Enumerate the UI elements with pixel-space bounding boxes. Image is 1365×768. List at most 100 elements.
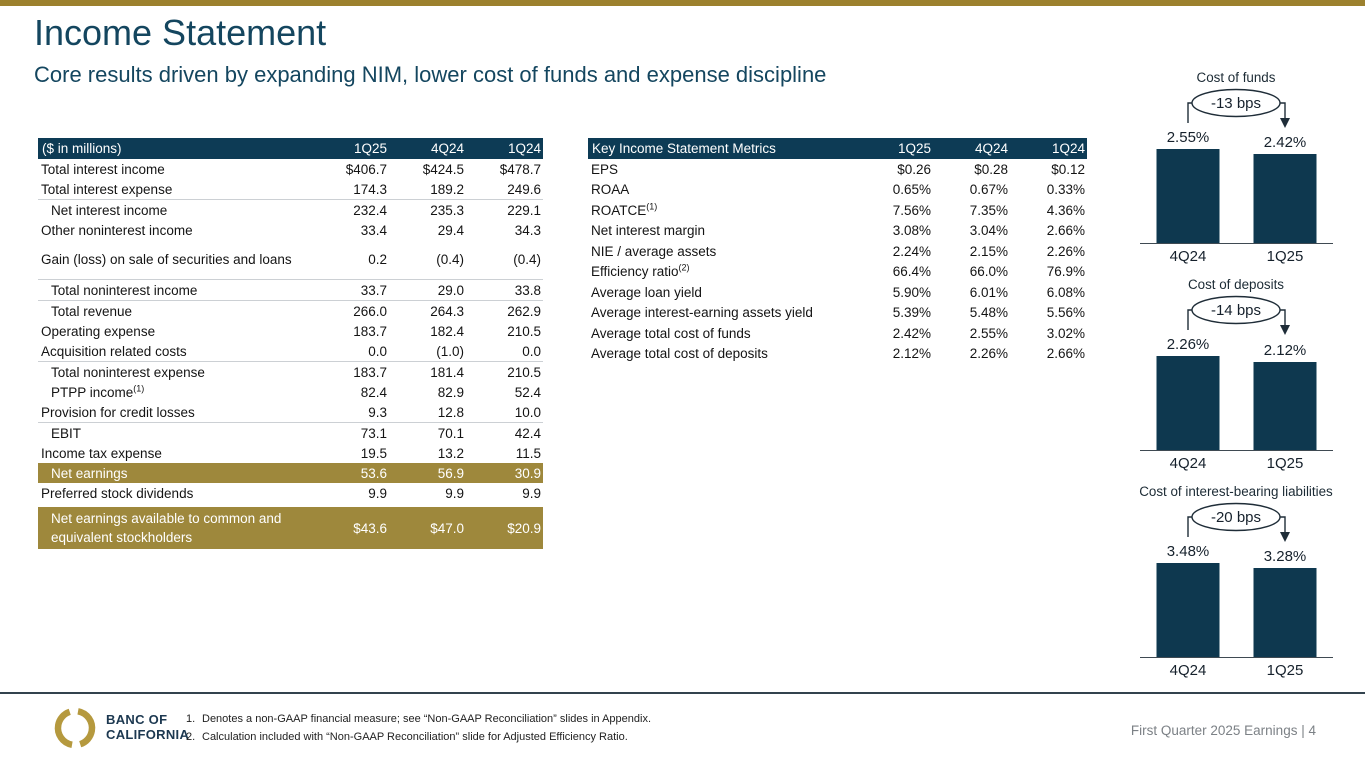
logo-line2: CALIFORNIA [106, 727, 190, 742]
footnote-text: Calculation included with “Non-GAAP Reco… [202, 731, 628, 743]
table-row: Net earnings available to common and equ… [38, 507, 543, 549]
category-label: 1Q25 [1267, 662, 1304, 679]
row-value: 0.0 [522, 343, 541, 359]
page-title: Income Statement [34, 12, 327, 53]
table-row: Total interest expense 174.3 189.2 249.6 [38, 179, 543, 199]
category-label: 4Q24 [1170, 248, 1207, 265]
row-value: 2.66% [1046, 346, 1085, 362]
banc-of-california-logo-icon [52, 702, 100, 759]
row-value: 34.3 [514, 222, 541, 238]
income-table-col-1q24: 1Q24 [507, 141, 541, 156]
row-value: 10.0 [514, 404, 541, 420]
row-label: Average total cost of funds [591, 325, 751, 341]
row-value: 7.35% [969, 202, 1008, 218]
row-value: 29.0 [437, 282, 464, 298]
bar-4Q24 [1156, 356, 1220, 450]
row-value: 2.15% [969, 243, 1008, 259]
row-label: EPS [591, 161, 619, 177]
row-value: 6.01% [969, 284, 1008, 300]
row-value: 183.7 [353, 323, 387, 339]
table-row: Operating expense 183.7 182.4 210.5 [38, 321, 543, 341]
row-value: 5.90% [892, 284, 931, 300]
table-row: Average total cost of deposits 2.12% 2.26%… [588, 344, 1087, 365]
row-label: ROATCE(1) [591, 201, 658, 218]
table-row: Total noninterest income 33.7 29.0 33.8 [38, 279, 543, 300]
logo-line1: BANC OF [106, 712, 168, 727]
row-label: Provision for credit losses [41, 404, 195, 420]
row-value: $47.0 [430, 520, 464, 536]
row-value: 11.5 [515, 445, 541, 461]
metrics-table-header: Key Income Statement Metrics 1Q25 4Q24 1… [588, 138, 1087, 159]
row-value: 66.4% [892, 264, 931, 280]
table-row: PTPP income(1) 82.4 82.9 52.4 [38, 382, 543, 402]
footer-divider [0, 692, 1365, 694]
row-value: 264.3 [430, 303, 464, 319]
row-value: 181.4 [430, 364, 464, 380]
row-value: 189.2 [430, 181, 464, 197]
row-label: Income tax expense [41, 445, 162, 461]
row-label: Total revenue [51, 303, 133, 319]
metrics-table-col-4q24: 4Q24 [974, 141, 1008, 156]
table-row: EPS $0.26 $0.28 $0.12 [588, 159, 1087, 180]
chart-title: Cost of interest-bearing liabilities [1139, 484, 1333, 499]
row-label: Total interest expense [41, 181, 173, 197]
table-row: Income tax expense 19.5 13.2 11.5 [38, 443, 543, 463]
row-value: 33.4 [360, 222, 387, 238]
row-value: 56.9 [437, 465, 464, 481]
footnote-marker: (2) [678, 262, 690, 273]
annotation-label: -20 bps [1211, 509, 1261, 526]
row-value: 9.9 [445, 485, 464, 501]
bar-1Q25 [1253, 362, 1317, 450]
row-value: 0.2 [368, 252, 387, 267]
bar-chart-cost-of-funds: Cost of funds -13 bps 2.55% 4Q24 2.42% 1Q25 [1120, 65, 1352, 272]
annotation-oval [1191, 88, 1281, 118]
page-info: First Quarter 2025 Earnings | 4 [1131, 723, 1316, 738]
deck-title: First Quarter 2025 Earnings | [1130, 723, 1305, 738]
row-value: 0.0 [368, 343, 387, 359]
row-value: 33.8 [514, 282, 541, 298]
bar-1Q25 [1253, 568, 1317, 657]
bar-value-label: 2.12% [1264, 342, 1307, 359]
category-label: 4Q24 [1170, 662, 1207, 679]
annotation-oval [1191, 295, 1281, 325]
row-value: 0.65% [892, 182, 931, 198]
table-row: Acquisition related costs 0.0 (1.0) 0.0 [38, 341, 543, 361]
row-value: (0.4) [436, 252, 464, 267]
row-label: Total noninterest income [51, 282, 198, 298]
row-value: 229.1 [507, 202, 541, 218]
row-value: 70.1 [437, 425, 464, 441]
row-value: 5.39% [892, 305, 931, 321]
arrow-down-icon [1280, 118, 1290, 128]
table-row: Provision for credit losses 9.3 12.8 10.0 [38, 402, 543, 422]
row-value: 2.42% [892, 325, 931, 341]
table-row: Total revenue 266.0 264.3 262.9 [38, 300, 543, 321]
row-value: 4.36% [1046, 202, 1085, 218]
bar-value-label: 2.26% [1167, 336, 1210, 353]
row-value: 0.67% [969, 182, 1008, 198]
table-row: Other noninterest income 33.4 29.4 34.3 [38, 220, 543, 240]
row-value: 174.3 [353, 181, 387, 197]
footnote-marker: (1) [646, 201, 658, 212]
table-row: Total interest income $406.7 $424.5 $478.7 [38, 159, 543, 179]
row-value: $0.12 [1051, 161, 1085, 177]
row-value: 3.08% [892, 223, 931, 239]
page-number: 4 [1308, 723, 1316, 738]
row-value: 249.6 [507, 181, 541, 197]
row-value: $0.26 [897, 161, 931, 177]
income-statement-table: ($ in millions) 1Q25 4Q24 1Q24 Total int… [38, 138, 543, 549]
row-value: 12.8 [437, 404, 464, 420]
row-label: Operating expense [41, 323, 156, 339]
row-label: Net earnings available to common and equ… [51, 511, 282, 545]
table-row: ROAA 0.65% 0.67% 0.33% [588, 180, 1087, 201]
row-label: Acquisition related costs [41, 343, 187, 359]
row-value: 53.6 [360, 465, 387, 481]
row-value: 6.08% [1046, 284, 1085, 300]
metrics-table-col-1q24: 1Q24 [1051, 141, 1085, 156]
row-value: 266.0 [353, 303, 387, 319]
income-table-header-label: ($ in millions) [42, 141, 122, 156]
table-row: Average total cost of funds 2.42% 2.55% 3.0… [588, 323, 1087, 344]
chart-title: Cost of deposits [1188, 277, 1284, 292]
